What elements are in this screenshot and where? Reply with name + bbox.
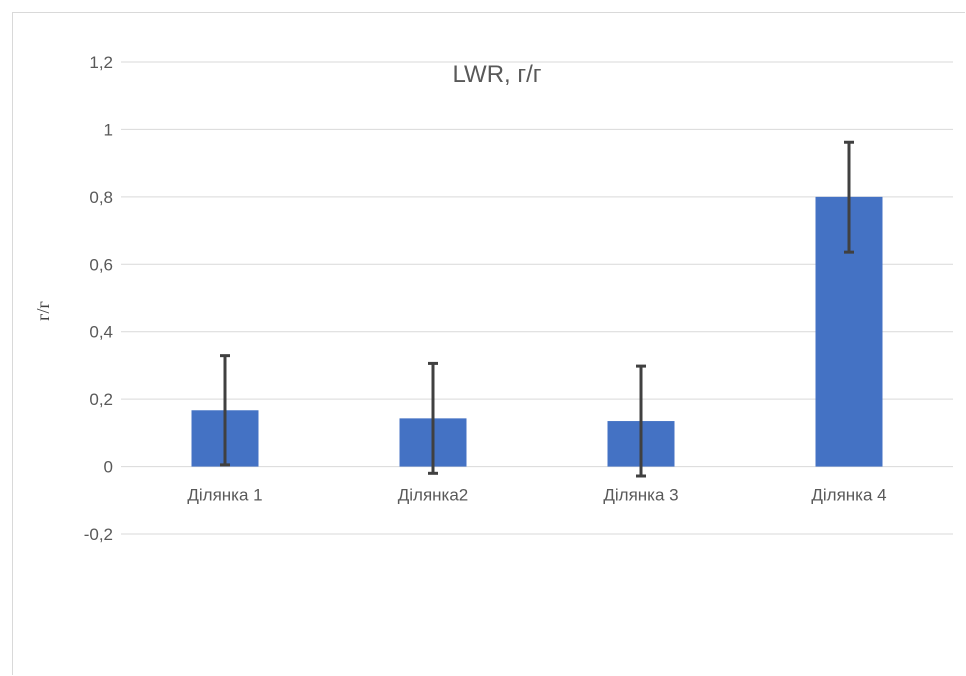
- y-tick-label: 0,6: [89, 255, 113, 274]
- y-axis-label: г/г: [33, 301, 53, 321]
- x-tick-label: Ділянка2: [398, 486, 469, 505]
- y-tick-label: 1,2: [89, 53, 113, 72]
- y-tick-label: 0: [104, 458, 113, 477]
- chart-area: -0,2 0 0,2 0,4 0,6 0,8 1 1,2 Ділянка 1 Ділянка2 Д…: [12, 12, 965, 675]
- error-bars: [220, 140, 854, 478]
- error-bar: [844, 140, 854, 254]
- y-tick-label: 0,2: [89, 390, 113, 409]
- y-tick-label: 0,8: [89, 188, 113, 207]
- x-tick-label: Ділянка 1: [187, 486, 262, 505]
- x-tick-label: Ділянка 3: [603, 486, 678, 505]
- chart-title: LWR, г/г: [452, 61, 541, 88]
- x-tick-label: Ділянка 4: [811, 486, 886, 505]
- gridlines: [121, 61, 953, 535]
- x-axis-ticks: Ділянка 1 Ділянка2 Ділянка 3 Ділянка 4: [187, 486, 886, 505]
- y-tick-label: 1: [104, 120, 113, 139]
- y-axis-ticks: -0,2 0 0,2 0,4 0,6 0,8 1 1,2: [84, 53, 113, 544]
- bar-chart: -0,200,20,40,60,811,2 Ділянка 1 Ділянка2 Д…: [33, 53, 953, 544]
- y-tick-label: 0,4: [89, 323, 113, 342]
- error-bar: [220, 354, 230, 467]
- error-bar: [428, 361, 438, 475]
- error-bar: [636, 364, 646, 478]
- y-tick-label: -0,2: [84, 525, 113, 544]
